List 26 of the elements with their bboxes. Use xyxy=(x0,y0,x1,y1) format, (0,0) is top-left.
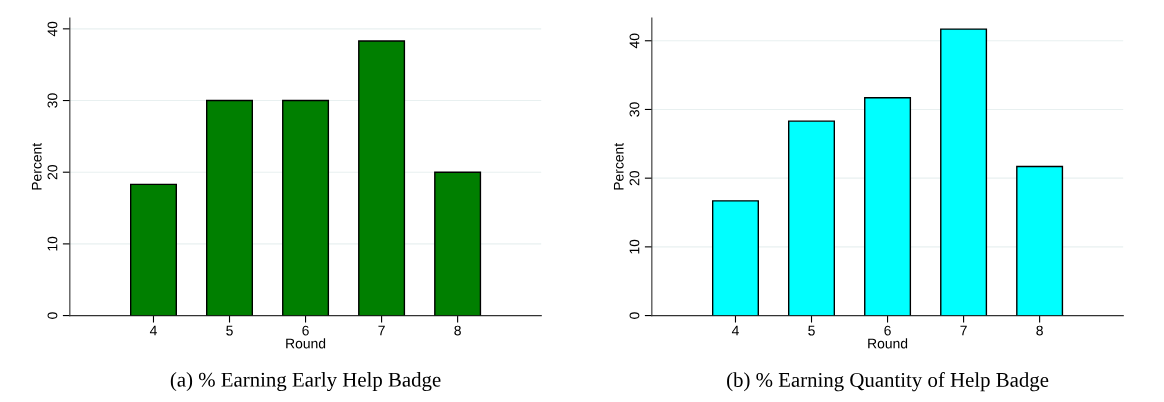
y-tick-label: 20 xyxy=(47,165,58,180)
y-tick-label: 30 xyxy=(629,102,640,117)
y-axis-title: Percent xyxy=(31,143,42,190)
x-tick-label: 8 xyxy=(1036,325,1043,336)
x-tick-label: 7 xyxy=(378,325,385,336)
y-tick-label: 10 xyxy=(629,239,640,254)
x-tick-label: 8 xyxy=(454,325,461,336)
y-tick-label: 10 xyxy=(47,236,58,251)
x-axis-title: Round xyxy=(286,338,326,349)
y-tick-label: 20 xyxy=(629,170,640,186)
x-tick-label: 5 xyxy=(808,325,815,336)
x-axis-title: Round xyxy=(868,338,908,349)
text: (a) % Earning Early Help Badge xyxy=(170,372,441,392)
x-tick-label: 4 xyxy=(149,325,157,336)
y-tick-label: 0 xyxy=(629,312,640,319)
y-tick-label: 40 xyxy=(47,21,58,37)
y-axis-title: Percent xyxy=(613,143,624,190)
x-tick-label: 6 xyxy=(302,325,309,336)
y-tick-label: 30 xyxy=(47,93,58,108)
text: (b) % Earning Quantity of Help Badge xyxy=(727,372,1049,392)
y-tick-label: 40 xyxy=(629,33,640,49)
x-tick-label: 6 xyxy=(884,325,891,336)
y-tick-label: 0 xyxy=(47,312,58,319)
x-tick-label: 7 xyxy=(960,325,967,336)
x-tick-label: 5 xyxy=(226,325,233,336)
x-tick-label: 4 xyxy=(731,325,739,336)
